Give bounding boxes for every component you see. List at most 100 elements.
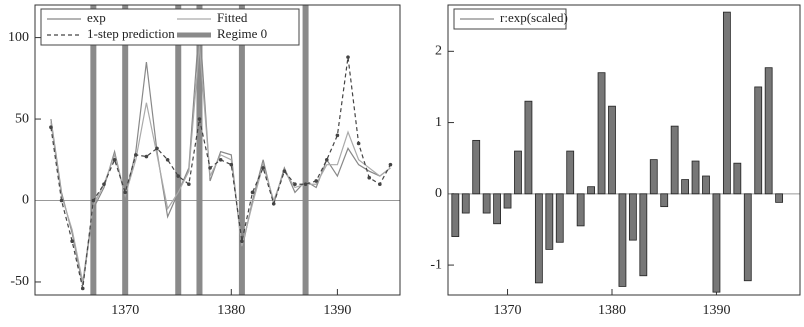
prediction-dot: [324, 157, 329, 162]
legend-box: [40, 8, 300, 46]
legend: r:exp(scaled): [453, 8, 568, 30]
legend-label: 1-step prediction: [87, 26, 175, 41]
plot-frame: [34, 4, 401, 296]
bar: [691, 160, 700, 195]
prediction-dot: [197, 117, 202, 121]
regime-bar: [238, 5, 245, 295]
prediction-dot: [250, 190, 255, 195]
bar: [722, 11, 731, 195]
prediction-dot: [91, 198, 96, 203]
legend-label: exp: [87, 10, 106, 25]
prediction-dot: [59, 198, 64, 203]
x-tick-label: 1370: [111, 303, 139, 318]
y-tick-label: 100: [8, 30, 29, 45]
y-tick-label: 0: [435, 186, 442, 201]
bar: [618, 193, 627, 287]
y-tick-label: 1: [435, 115, 442, 130]
y-tick-label: -50: [10, 274, 29, 289]
prediction-dot: [176, 174, 181, 178]
prediction-dot: [144, 154, 149, 159]
bar: [472, 139, 481, 195]
bar: [712, 193, 721, 293]
bar: [545, 193, 554, 250]
prediction-dot: [187, 182, 191, 187]
prediction-dot: [229, 162, 234, 167]
prediction-dot: [70, 239, 74, 244]
prediction-dot: [303, 182, 308, 187]
prediction-dot: [218, 157, 223, 162]
prediction-dot: [240, 239, 244, 244]
bar: [503, 193, 512, 209]
bar: [608, 105, 616, 195]
bar: [461, 193, 470, 214]
series-line: [50, 57, 391, 289]
regime-bar: [122, 5, 129, 295]
bar: [534, 193, 543, 284]
bar: [660, 193, 669, 208]
prediction-dot: [282, 169, 287, 173]
prediction-dot: [378, 182, 382, 187]
prediction-dot: [261, 166, 265, 170]
series-line: [50, 45, 391, 283]
legend-box: [453, 8, 567, 30]
bar: [733, 162, 742, 195]
bar: [587, 186, 595, 195]
bar: [514, 150, 522, 195]
legend-label: Fitted: [217, 10, 248, 25]
y-tick-label: -1: [430, 257, 442, 272]
x-tick-label: 1390: [702, 303, 730, 318]
y-tick-label: 50: [15, 111, 29, 126]
prediction-dot: [208, 166, 212, 170]
bar: [566, 150, 575, 195]
prediction-dot: [165, 157, 170, 162]
prediction-dot: [346, 55, 350, 59]
bar: [482, 193, 491, 214]
prediction-dot: [80, 286, 85, 291]
regime-bar: [175, 5, 182, 295]
bar: [681, 179, 690, 195]
bar: [639, 193, 648, 277]
bar: [576, 193, 585, 227]
bar: [764, 67, 773, 195]
bar: [743, 193, 752, 282]
prediction-dot: [102, 182, 106, 187]
y-tick-label: 2: [435, 44, 442, 59]
bar: [754, 86, 763, 195]
prediction-dot: [367, 175, 372, 180]
legend-label: Regime 0: [217, 26, 267, 41]
bar: [702, 175, 710, 195]
bar: [649, 159, 658, 195]
prediction-dot: [123, 190, 127, 195]
bar: [775, 193, 784, 203]
plot-frame: [447, 4, 801, 296]
bar: [451, 193, 460, 237]
y-tick-label: 0: [22, 193, 29, 208]
x-tick-label: 1380: [598, 303, 626, 318]
bar: [493, 193, 501, 225]
prediction-dot: [155, 146, 159, 151]
bar: [555, 193, 564, 243]
x-tick-label: 1390: [323, 303, 351, 318]
regime-bar: [196, 5, 203, 295]
prediction-dot: [112, 157, 117, 162]
x-tick-label: 1380: [217, 303, 245, 318]
x-tick-label: 1370: [494, 303, 522, 318]
bar: [597, 72, 606, 195]
prediction-dot: [314, 179, 318, 183]
series-line: [50, 21, 391, 286]
prediction-dot: [388, 162, 393, 167]
legend: exp Fitted 1-step prediction Regime 0: [40, 8, 300, 46]
bar: [524, 100, 533, 195]
prediction-dot: [271, 201, 276, 206]
prediction-dot: [356, 141, 361, 146]
prediction-dot: [335, 133, 340, 138]
bar: [628, 193, 637, 241]
bar: [670, 125, 679, 195]
prediction-dot: [293, 182, 297, 187]
regime-bar: [302, 5, 309, 295]
prediction-dot: [49, 125, 53, 129]
regime-bar: [90, 5, 97, 295]
legend-label: r:exp(scaled): [500, 10, 568, 25]
prediction-dot: [133, 153, 138, 157]
